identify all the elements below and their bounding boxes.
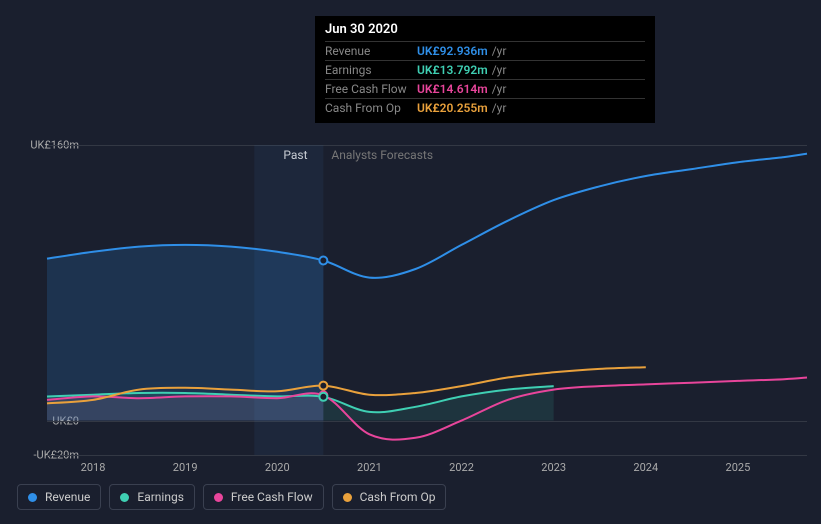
series-area-free-cash-flow bbox=[47, 395, 323, 420]
legend-swatch bbox=[214, 493, 223, 502]
legend-label: Cash From Op bbox=[360, 490, 436, 504]
legend-label: Free Cash Flow bbox=[231, 490, 313, 504]
marker-cash-from-op bbox=[319, 382, 327, 390]
tooltip-row-suffix: /yr bbox=[492, 44, 507, 58]
legend-swatch bbox=[28, 493, 37, 502]
legend-item-free-cash-flow[interactable]: Free Cash Flow bbox=[203, 484, 324, 510]
tooltip-row-label: Earnings bbox=[325, 63, 417, 77]
x-axis-tick-label: 2022 bbox=[449, 461, 474, 474]
legend-item-earnings[interactable]: Earnings bbox=[109, 484, 195, 510]
tooltip-row: RevenueUK£92.936m/yr bbox=[325, 41, 645, 60]
tooltip-row-suffix: /yr bbox=[492, 63, 507, 77]
x-axis-tick-label: 2023 bbox=[541, 461, 566, 474]
tooltip-row-value: UK£20.255m bbox=[417, 101, 488, 115]
tooltip-row: Free Cash FlowUK£14.614m/yr bbox=[325, 79, 645, 98]
x-axis-tick-label: 2020 bbox=[265, 461, 290, 474]
tooltip-row-label: Revenue bbox=[325, 44, 417, 58]
legend-label: Earnings bbox=[137, 490, 184, 504]
x-axis-tick-label: 2019 bbox=[173, 461, 198, 474]
x-axis-tick-label: 2024 bbox=[633, 461, 658, 474]
tooltip-row-value: UK£13.792m bbox=[417, 63, 488, 77]
marker-earnings bbox=[319, 393, 327, 401]
chart-svg bbox=[17, 120, 807, 475]
tooltip-row-value: UK£14.614m bbox=[417, 82, 488, 96]
legend-swatch bbox=[343, 493, 352, 502]
tooltip-row: EarningsUK£13.792m/yr bbox=[325, 60, 645, 79]
tooltip-row-value: UK£92.936m bbox=[417, 44, 488, 58]
legend-swatch bbox=[120, 493, 129, 502]
tooltip-row-suffix: /yr bbox=[492, 82, 507, 96]
tooltip-row-label: Free Cash Flow bbox=[325, 82, 417, 96]
legend-item-revenue[interactable]: Revenue bbox=[17, 484, 101, 510]
tooltip-rows: RevenueUK£92.936m/yrEarningsUK£13.792m/y… bbox=[325, 41, 645, 117]
tooltip-date: Jun 30 2020 bbox=[325, 22, 645, 41]
x-axis-tick-label: 2025 bbox=[726, 461, 751, 474]
tooltip-row: Cash From OpUK£20.255m/yr bbox=[325, 98, 645, 117]
x-axis-tick-label: 2018 bbox=[81, 461, 106, 474]
legend-item-cash-from-op[interactable]: Cash From Op bbox=[332, 484, 447, 510]
legend-label: Revenue bbox=[45, 490, 90, 504]
x-axis-tick-label: 2021 bbox=[357, 461, 382, 474]
marker-revenue bbox=[319, 256, 327, 264]
chart-tooltip: Jun 30 2020 RevenueUK£92.936m/yrEarnings… bbox=[315, 16, 655, 123]
chart-legend: Revenue Earnings Free Cash Flow Cash From O… bbox=[17, 484, 446, 510]
earnings-revenue-chart: UK£160mUK£0-UK£20m Past Analysts Forecas… bbox=[17, 120, 807, 470]
tooltip-row-label: Cash From Op bbox=[325, 101, 417, 115]
tooltip-row-suffix: /yr bbox=[492, 101, 507, 115]
